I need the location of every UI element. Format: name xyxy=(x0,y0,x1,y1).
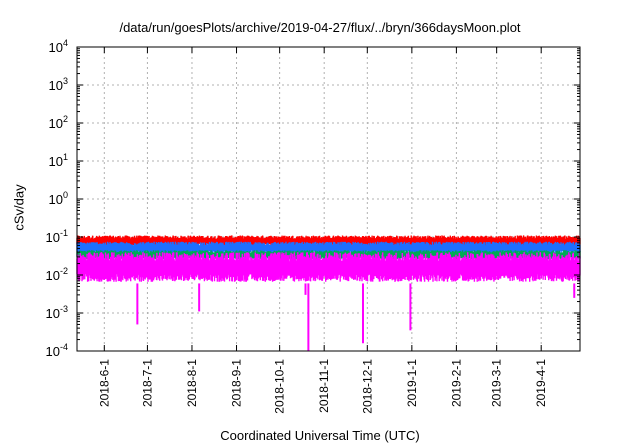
y-axis: 10-4 10-3 10-2 10-1 100 101 102 103 104 xyxy=(46,38,580,359)
x-tick-label: 2018-8-1 xyxy=(185,359,199,407)
grid xyxy=(77,47,580,351)
x-tick-label: 2018-11-1 xyxy=(317,359,331,413)
x-tick-label: 2018-9-1 xyxy=(230,359,244,407)
chart-title: /data/run/goesPlots/archive/2019-04-27/f… xyxy=(119,20,521,35)
x-tick-label: 2019-1-1 xyxy=(405,359,419,407)
y-tick-label: 102 xyxy=(49,114,68,131)
x-tick-label: 2019-4-1 xyxy=(534,359,548,407)
y-tick-label: 103 xyxy=(49,76,68,93)
series-layer xyxy=(76,235,581,351)
x-tick-label: 2018-12-1 xyxy=(360,359,374,414)
x-tick-label: 2018-7-1 xyxy=(140,359,154,407)
x-tick-label: 2019-2-1 xyxy=(449,359,463,407)
x-tick-label: 2018-6-1 xyxy=(97,359,111,407)
x-tick-label: 2018-10-1 xyxy=(273,359,287,414)
x-tick-label: 2019-3-1 xyxy=(490,359,504,407)
y-tick-label: 10-3 xyxy=(46,304,68,321)
y-tick-label: 10-4 xyxy=(46,342,68,359)
y-tick-label: 10-2 xyxy=(46,266,68,283)
y-tick-label: 100 xyxy=(49,190,68,207)
y-tick-label: 10-1 xyxy=(46,228,68,245)
x-axis: 2018-6-1 2018-7-1 2018-8-1 2018-9-1 2018-10-… xyxy=(97,47,548,414)
x-axis-label: Coordinated Universal Time (UTC) xyxy=(220,428,420,443)
y-tick-label: 101 xyxy=(49,152,68,169)
y-tick-label: 104 xyxy=(49,38,68,55)
